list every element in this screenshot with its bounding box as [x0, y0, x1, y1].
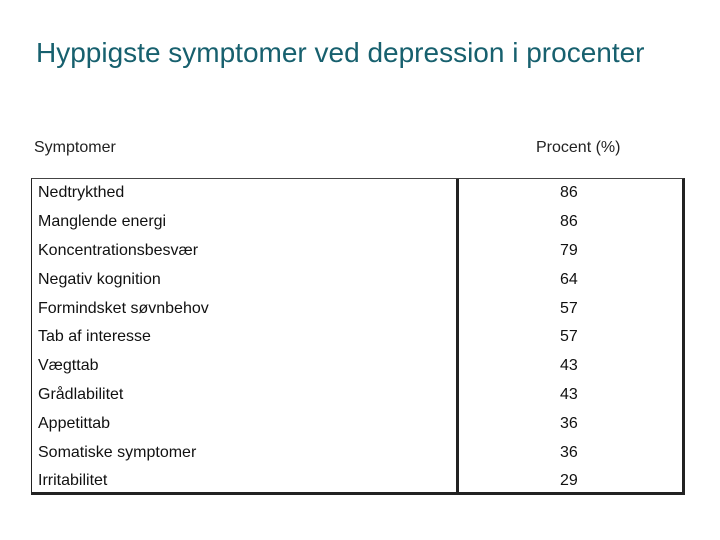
column-header-percent: Procent (%)	[536, 139, 621, 156]
symptom-name: Nedtrykthed	[38, 184, 125, 201]
table-row: Manglende energi 86	[32, 208, 682, 237]
symptom-name: Grådlabilitet	[38, 386, 124, 403]
table-row: Vægttab 43	[32, 352, 682, 381]
table-row: Tab af interesse 57	[32, 323, 682, 352]
symptom-name: Manglende energi	[38, 213, 167, 230]
symptom-percent: 57	[560, 300, 578, 317]
table-row: Grådlabilitet 43	[32, 381, 682, 410]
symptom-percent: 57	[560, 328, 578, 345]
symptom-percent: 64	[560, 271, 578, 288]
symptom-percent: 43	[560, 357, 578, 374]
symptom-percent: 36	[560, 444, 578, 461]
table-row: Negativ kognition 64	[32, 266, 682, 295]
symptom-percent: 29	[560, 472, 578, 489]
symptom-percent: 86	[560, 213, 578, 230]
table-row: Formindsket søvnbehov 57	[32, 295, 682, 324]
slide-title: Hyppigste symptomer ved depression i pro…	[36, 37, 645, 68]
symptom-percent: 43	[560, 386, 578, 403]
table-row: Koncentrationsbesvær 79	[32, 237, 682, 266]
symptom-name: Formindsket søvnbehov	[38, 300, 209, 317]
symptom-name: Irritabilitet	[38, 472, 108, 489]
symptom-name: Negativ kognition	[38, 271, 161, 288]
symptom-name: Vægttab	[38, 357, 99, 374]
table-row: Appetittab 36	[32, 410, 682, 439]
symptom-percent: 79	[560, 242, 578, 259]
symptom-table: Nedtrykthed 86 Manglende energi 86 Konce…	[31, 178, 685, 495]
symptom-percent: 86	[560, 184, 578, 201]
table-row: Nedtrykthed 86	[32, 179, 682, 208]
table-row: Somatiske symptomer 36	[32, 439, 682, 468]
symptom-name: Koncentrationsbesvær	[38, 242, 199, 259]
symptom-name: Appetittab	[38, 415, 111, 432]
symptom-percent: 36	[560, 415, 578, 432]
column-header-symptom: Symptomer	[34, 139, 116, 156]
table-row: Irritabilitet 29	[32, 467, 682, 496]
symptom-name: Somatiske symptomer	[38, 444, 197, 461]
symptom-name: Tab af interesse	[38, 328, 151, 345]
